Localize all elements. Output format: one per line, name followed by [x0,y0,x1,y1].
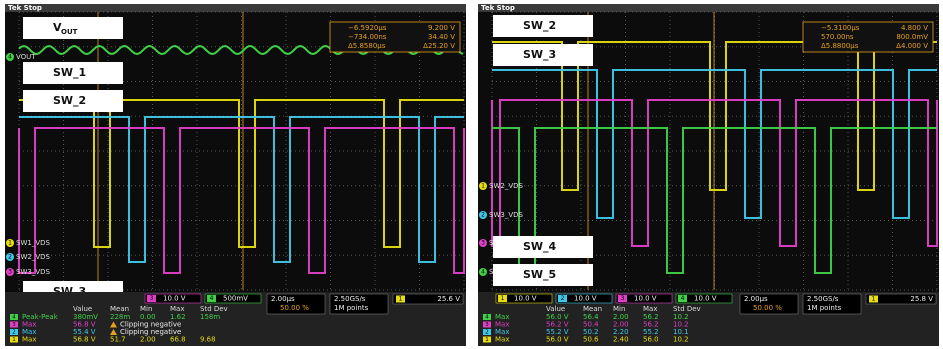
table-header: Max [643,305,657,313]
header-bar [5,4,466,12]
channel-name: SW3_VDS [489,211,523,219]
table-header: Max [170,305,184,313]
scale-value: 10.0 V [694,295,717,303]
cursor-value: Δ5.8800µs [821,42,859,50]
cursor-value: −5.3100µs [821,24,860,32]
row-channel: 2 [485,330,489,336]
signal-label-sub: OUT [61,28,78,36]
scale-channel: 4 [681,295,685,302]
cursor-value: 9.200 V [428,24,455,32]
cursor-value: 4.800 V [901,24,928,32]
cursor-value: −6.5920µs [348,24,387,32]
scope-panel: Tek Stop1SW2_VDS2SW3_VDS3S4SSW_2SW_3SW_4… [478,4,939,346]
row-channel: 1 [12,337,16,343]
signal-label: SW_3 [523,48,556,61]
header-status: Tek Stop [481,4,515,12]
trigger-channel: 1 [872,296,876,303]
channel-number: 4 [8,54,12,61]
row-value: 56.0 V [546,336,569,344]
table-header: Std Dev [200,305,228,313]
row-channel: 3 [12,322,16,328]
cursor-value: −734.00ns [348,33,387,41]
sample-rate: 2.50GS/s [807,295,839,303]
table-header: Value [546,305,565,313]
scope-panel: Tek Stop4VOUT1SW1_VDS2SW2_VDS3SW3_VDSVOU… [5,4,466,346]
timebase-scale: 2.00µs [744,295,768,303]
cursor-value: 34.40 V [428,33,455,41]
row-name: Max [22,336,36,344]
signal-label: SW_4 [523,240,557,253]
cursor-value: Δ4.000 V [896,42,928,50]
trigger-level: 25.6 V [437,295,460,303]
scale-value: 10.0 V [574,295,597,303]
record-length: 1M points [334,304,369,312]
channel-number: 1 [8,240,12,247]
table-header: Mean [583,305,602,313]
timebase-scale: 2.00µs [271,295,295,303]
channel-name: SW3_VDS [16,268,50,276]
scale-channel: 4 [210,295,214,302]
channel-number: 1 [481,183,485,190]
cursor-value: 800.0mV [896,33,928,41]
cursor-value: 570.00ns [821,33,854,41]
row-stat: 51.7 [110,336,126,344]
screenshot: Tek Stop4VOUT1SW1_VDS2SW2_VDS3SW3_VDSVOU… [0,0,943,349]
header-status: Tek Stop [8,4,42,12]
scale-value: 500mV [223,295,248,303]
table-header: Min [613,305,625,313]
channel-name: SW2_VDS [489,182,523,190]
scale-channel: 3 [150,295,154,302]
scale-channel: 1 [501,295,505,302]
signal-label: SW_1 [53,66,86,79]
table-header: Std Dev [673,305,701,313]
row-channel: 4 [12,315,16,321]
row-stat: 56.0 [643,336,659,344]
signal-label: SW_5 [523,268,556,281]
row-channel: 1 [485,337,489,343]
row-stat: 2.40 [613,336,629,344]
cursor-value: Δ25.20 V [423,42,455,50]
row-channel: 3 [485,322,489,328]
scale-channel: 2 [561,295,565,302]
channel-number: 4 [481,269,485,276]
record-length: 1M points [807,304,842,312]
signal-label: SW_2 [523,19,556,32]
scale-channel: 3 [621,295,625,302]
row-stat: 9.68 [200,336,216,344]
row-stat: 66.8 [170,336,186,344]
timebase-position: 50.00 % [753,304,782,312]
trigger-level: 25.8 V [910,295,933,303]
row-stat: 158m [200,313,220,321]
channel-number: 2 [8,254,12,261]
row-channel: 4 [485,315,489,321]
trigger-channel: 1 [399,296,403,303]
row-stat: 10.2 [673,336,689,344]
table-header: Min [140,305,152,313]
sample-rate: 2.50GS/s [334,295,366,303]
row-channel: 2 [12,330,16,336]
row-stat: 2.00 [140,336,156,344]
table-header: Value [73,305,92,313]
channel-name: SW1_VDS [16,239,50,247]
row-value: 56.8 V [73,336,96,344]
channel-number: 3 [481,240,485,247]
scale-value: 10.0 V [634,295,657,303]
channel-name: SW2_VDS [16,253,50,261]
channel-number: 3 [8,269,12,276]
channel-number: 2 [481,212,485,219]
timebase-position: 50.00 % [280,304,309,312]
cursor-value: Δ5.8580µs [348,42,386,50]
channel-name: VOUT [16,53,36,61]
row-name: Max [495,336,509,344]
scale-value: 10.0 V [163,295,186,303]
row-stat: 50.6 [583,336,599,344]
table-header: Mean [110,305,129,313]
header-bar [478,4,939,12]
scale-value: 10.0 V [514,295,537,303]
signal-label: SW_2 [53,94,86,107]
